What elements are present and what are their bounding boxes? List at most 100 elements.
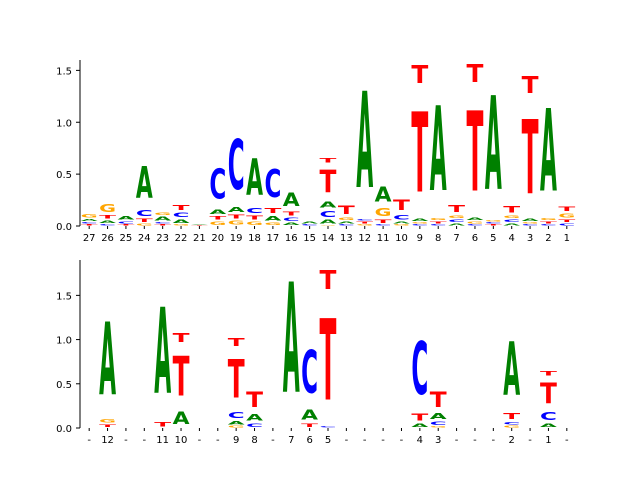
logo-letter-T: T <box>430 221 447 224</box>
logo-letter-C: C <box>393 213 410 220</box>
logo-letter-A: A <box>430 412 447 421</box>
x-tick-label: 3 <box>527 233 533 244</box>
logo-letter-A: A <box>99 220 117 224</box>
logo-letter-A: A <box>522 218 540 222</box>
logo-letter-A: A <box>393 221 410 224</box>
x-tick-label: 23 <box>156 233 169 244</box>
x-tick-label: 1 <box>564 233 570 244</box>
x-tick-label: - <box>400 435 404 446</box>
logo-letter-C: C <box>117 221 134 224</box>
logo-letter-G: G <box>430 426 447 428</box>
logo-letter-A: A <box>411 218 429 222</box>
x-tick-label: 10 <box>175 435 188 446</box>
logo-letter-T: T <box>320 297 337 427</box>
x-tick-label: 11 <box>156 435 169 446</box>
x-tick-label: 6 <box>306 435 312 446</box>
y-tick-label: 1.0 <box>56 336 72 347</box>
logo-letter-A: A <box>338 221 355 224</box>
logo-letter-C: C <box>283 217 300 222</box>
y-tick-label: 1.5 <box>56 66 72 77</box>
logo-letter-A: A <box>228 205 245 213</box>
logo-letter-C: C <box>558 223 575 226</box>
x-tick-label: 2 <box>509 435 515 446</box>
logo-letter-G: G <box>393 224 410 226</box>
logo-letter-G: G <box>430 218 447 221</box>
logo-letter-G: G <box>99 202 116 214</box>
logo-letter-G: G <box>338 217 355 221</box>
x-tick-label: - <box>381 435 385 446</box>
logo-letter-A: A <box>540 86 557 218</box>
x-tick-label: 12 <box>101 435 114 446</box>
logo-letter-T: T <box>154 421 172 428</box>
x-tick-label: 1 <box>545 435 551 446</box>
logo-letter-G: G <box>411 222 428 224</box>
y-tick-label: 0.0 <box>56 424 72 435</box>
logo-letter-G: G <box>485 220 502 222</box>
x-tick-label: 25 <box>120 233 133 244</box>
logo-letter-T: T <box>283 211 301 217</box>
logo-letter-T: T <box>117 224 134 226</box>
y-tick-label: 0.5 <box>56 380 72 391</box>
logo-letter-A: A <box>154 216 172 222</box>
x-tick-label: 24 <box>138 233 151 244</box>
x-tick-label: 18 <box>248 233 261 244</box>
logo-letter-T: T <box>467 88 484 216</box>
x-tick-label: - <box>124 435 128 446</box>
logo-letter-A: A <box>154 283 171 421</box>
logo-letter-T: T <box>228 336 245 348</box>
x-tick-label: - <box>565 435 569 446</box>
logo-letter-T: T <box>448 204 465 215</box>
logo-letter-T: T <box>522 72 540 99</box>
logo-letter-A: A <box>173 409 190 429</box>
logo-letter-T: T <box>430 389 447 413</box>
logo-letter-A: A <box>283 253 300 428</box>
logo-letter-C: C <box>301 224 318 226</box>
logo-letter-A: A <box>540 423 558 428</box>
logo-letter-T: T <box>338 203 356 217</box>
logo-letter-C: C <box>136 209 153 218</box>
logo-letter-C: C <box>246 207 263 215</box>
x-tick-label: 22 <box>175 233 188 244</box>
logo-letter-T: T <box>411 89 428 217</box>
x-tick-label: - <box>142 435 146 446</box>
logo-letter-G: G <box>503 215 520 219</box>
logo-letter-C: C <box>467 224 484 226</box>
x-tick-label: 4 <box>417 435 423 446</box>
logo-letter-C: C <box>503 421 520 425</box>
x-tick-label: 8 <box>251 435 257 446</box>
logo-letter-T: T <box>375 219 393 224</box>
logo-letter-C: C <box>228 127 245 206</box>
logo-letter-A: A <box>467 217 485 221</box>
logo-letter-T: T <box>503 413 521 422</box>
logo-letter-C: C <box>448 219 465 223</box>
x-tick-label: 5 <box>490 233 496 244</box>
x-tick-label: 15 <box>303 233 316 244</box>
logo-letter-A: A <box>485 69 502 220</box>
x-tick-label: 5 <box>325 435 331 446</box>
logo-letter-T: T <box>173 204 191 212</box>
logo-letter-G: G <box>154 212 171 216</box>
logo-letter-G: G <box>81 214 98 219</box>
logo-letter-A: A <box>411 423 429 428</box>
logo-letter-T: T <box>209 216 227 221</box>
logo-letter-A: A <box>301 221 318 224</box>
logo-letter-C: C <box>264 163 281 207</box>
logo-letter-C: C <box>540 411 557 423</box>
logo-letter-C: C <box>522 224 539 226</box>
logo-letter-T: T <box>99 215 117 220</box>
logo-letter-A: A <box>320 200 337 209</box>
logo-letter-G: G <box>264 222 281 226</box>
logo-letter-A: A <box>246 412 263 423</box>
logo-letter-C: C <box>338 224 355 226</box>
logo-letter-A: A <box>228 420 246 425</box>
logo-letter-C: C <box>154 222 171 224</box>
logo-letter-G: G <box>246 221 263 226</box>
y-tick-label: 0.0 <box>56 222 72 233</box>
x-tick-label: 27 <box>83 233 96 244</box>
x-tick-label: - <box>198 435 202 446</box>
logo-letter-T: T <box>81 224 98 226</box>
logo-letter-C: C <box>411 224 428 226</box>
x-tick-label: 2 <box>545 233 551 244</box>
logo-letter-A: A <box>81 219 98 222</box>
